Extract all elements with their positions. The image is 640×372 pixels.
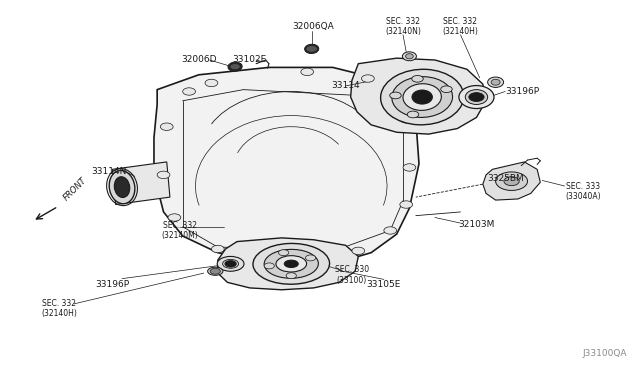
- Ellipse shape: [207, 267, 223, 275]
- Circle shape: [352, 247, 365, 254]
- Ellipse shape: [488, 77, 504, 87]
- Polygon shape: [154, 67, 419, 262]
- Polygon shape: [218, 238, 358, 290]
- Circle shape: [210, 268, 220, 274]
- Text: SEC. 330
(33100): SEC. 330 (33100): [335, 265, 369, 285]
- Ellipse shape: [412, 90, 433, 104]
- Text: 3325BM: 3325BM: [487, 174, 524, 183]
- Circle shape: [390, 92, 401, 99]
- Ellipse shape: [305, 44, 319, 54]
- Text: 33102E: 33102E: [232, 55, 267, 64]
- Circle shape: [400, 116, 413, 123]
- Circle shape: [161, 123, 173, 131]
- Polygon shape: [351, 58, 486, 134]
- Text: SEC. 332
(32140H): SEC. 332 (32140H): [42, 299, 77, 318]
- Text: SEC. 332
(32140M): SEC. 332 (32140M): [161, 221, 198, 240]
- Circle shape: [306, 45, 317, 52]
- Text: 33196P: 33196P: [505, 87, 540, 96]
- Circle shape: [389, 88, 402, 95]
- Text: SEC. 332
(32140N): SEC. 332 (32140N): [385, 17, 421, 36]
- Circle shape: [225, 260, 236, 267]
- Circle shape: [362, 75, 374, 82]
- Ellipse shape: [223, 259, 239, 268]
- Circle shape: [441, 86, 452, 93]
- Text: 33114: 33114: [332, 81, 360, 90]
- Polygon shape: [483, 162, 540, 200]
- Text: 33196P: 33196P: [95, 280, 129, 289]
- Circle shape: [400, 201, 413, 208]
- Text: 33114N: 33114N: [92, 167, 127, 176]
- Circle shape: [286, 273, 296, 279]
- Circle shape: [468, 93, 484, 102]
- Ellipse shape: [115, 177, 130, 198]
- Ellipse shape: [264, 249, 318, 278]
- Circle shape: [182, 88, 195, 95]
- Text: SEC. 333
(33040A): SEC. 333 (33040A): [566, 182, 602, 201]
- Text: 33105E: 33105E: [367, 280, 401, 289]
- Ellipse shape: [403, 52, 417, 61]
- Ellipse shape: [284, 260, 298, 267]
- Text: J33100QA: J33100QA: [582, 349, 627, 358]
- Ellipse shape: [403, 84, 442, 110]
- Circle shape: [301, 68, 314, 76]
- Circle shape: [230, 64, 240, 70]
- Ellipse shape: [491, 79, 500, 85]
- Circle shape: [264, 263, 275, 269]
- Circle shape: [205, 79, 218, 87]
- Text: 32006D: 32006D: [181, 55, 216, 64]
- Circle shape: [504, 177, 519, 186]
- Text: 32006QA: 32006QA: [292, 22, 335, 31]
- Text: FRONT: FRONT: [61, 176, 88, 203]
- Polygon shape: [113, 162, 170, 205]
- Circle shape: [211, 245, 224, 253]
- Ellipse shape: [381, 69, 464, 125]
- Circle shape: [275, 253, 288, 260]
- Circle shape: [157, 171, 170, 179]
- Ellipse shape: [465, 90, 488, 105]
- Ellipse shape: [276, 256, 307, 272]
- Text: 32103M: 32103M: [458, 221, 495, 230]
- Ellipse shape: [109, 170, 135, 204]
- Text: SEC. 332
(32140H): SEC. 332 (32140H): [442, 17, 479, 36]
- Circle shape: [278, 250, 289, 256]
- Ellipse shape: [217, 256, 244, 271]
- Circle shape: [407, 111, 419, 118]
- Circle shape: [412, 76, 423, 82]
- Circle shape: [403, 164, 416, 171]
- Ellipse shape: [228, 62, 242, 71]
- Ellipse shape: [406, 54, 413, 59]
- Ellipse shape: [459, 86, 494, 109]
- Circle shape: [168, 214, 180, 221]
- Circle shape: [384, 227, 397, 234]
- Ellipse shape: [392, 77, 452, 118]
- Circle shape: [495, 172, 527, 190]
- Ellipse shape: [253, 243, 330, 284]
- Circle shape: [305, 255, 316, 261]
